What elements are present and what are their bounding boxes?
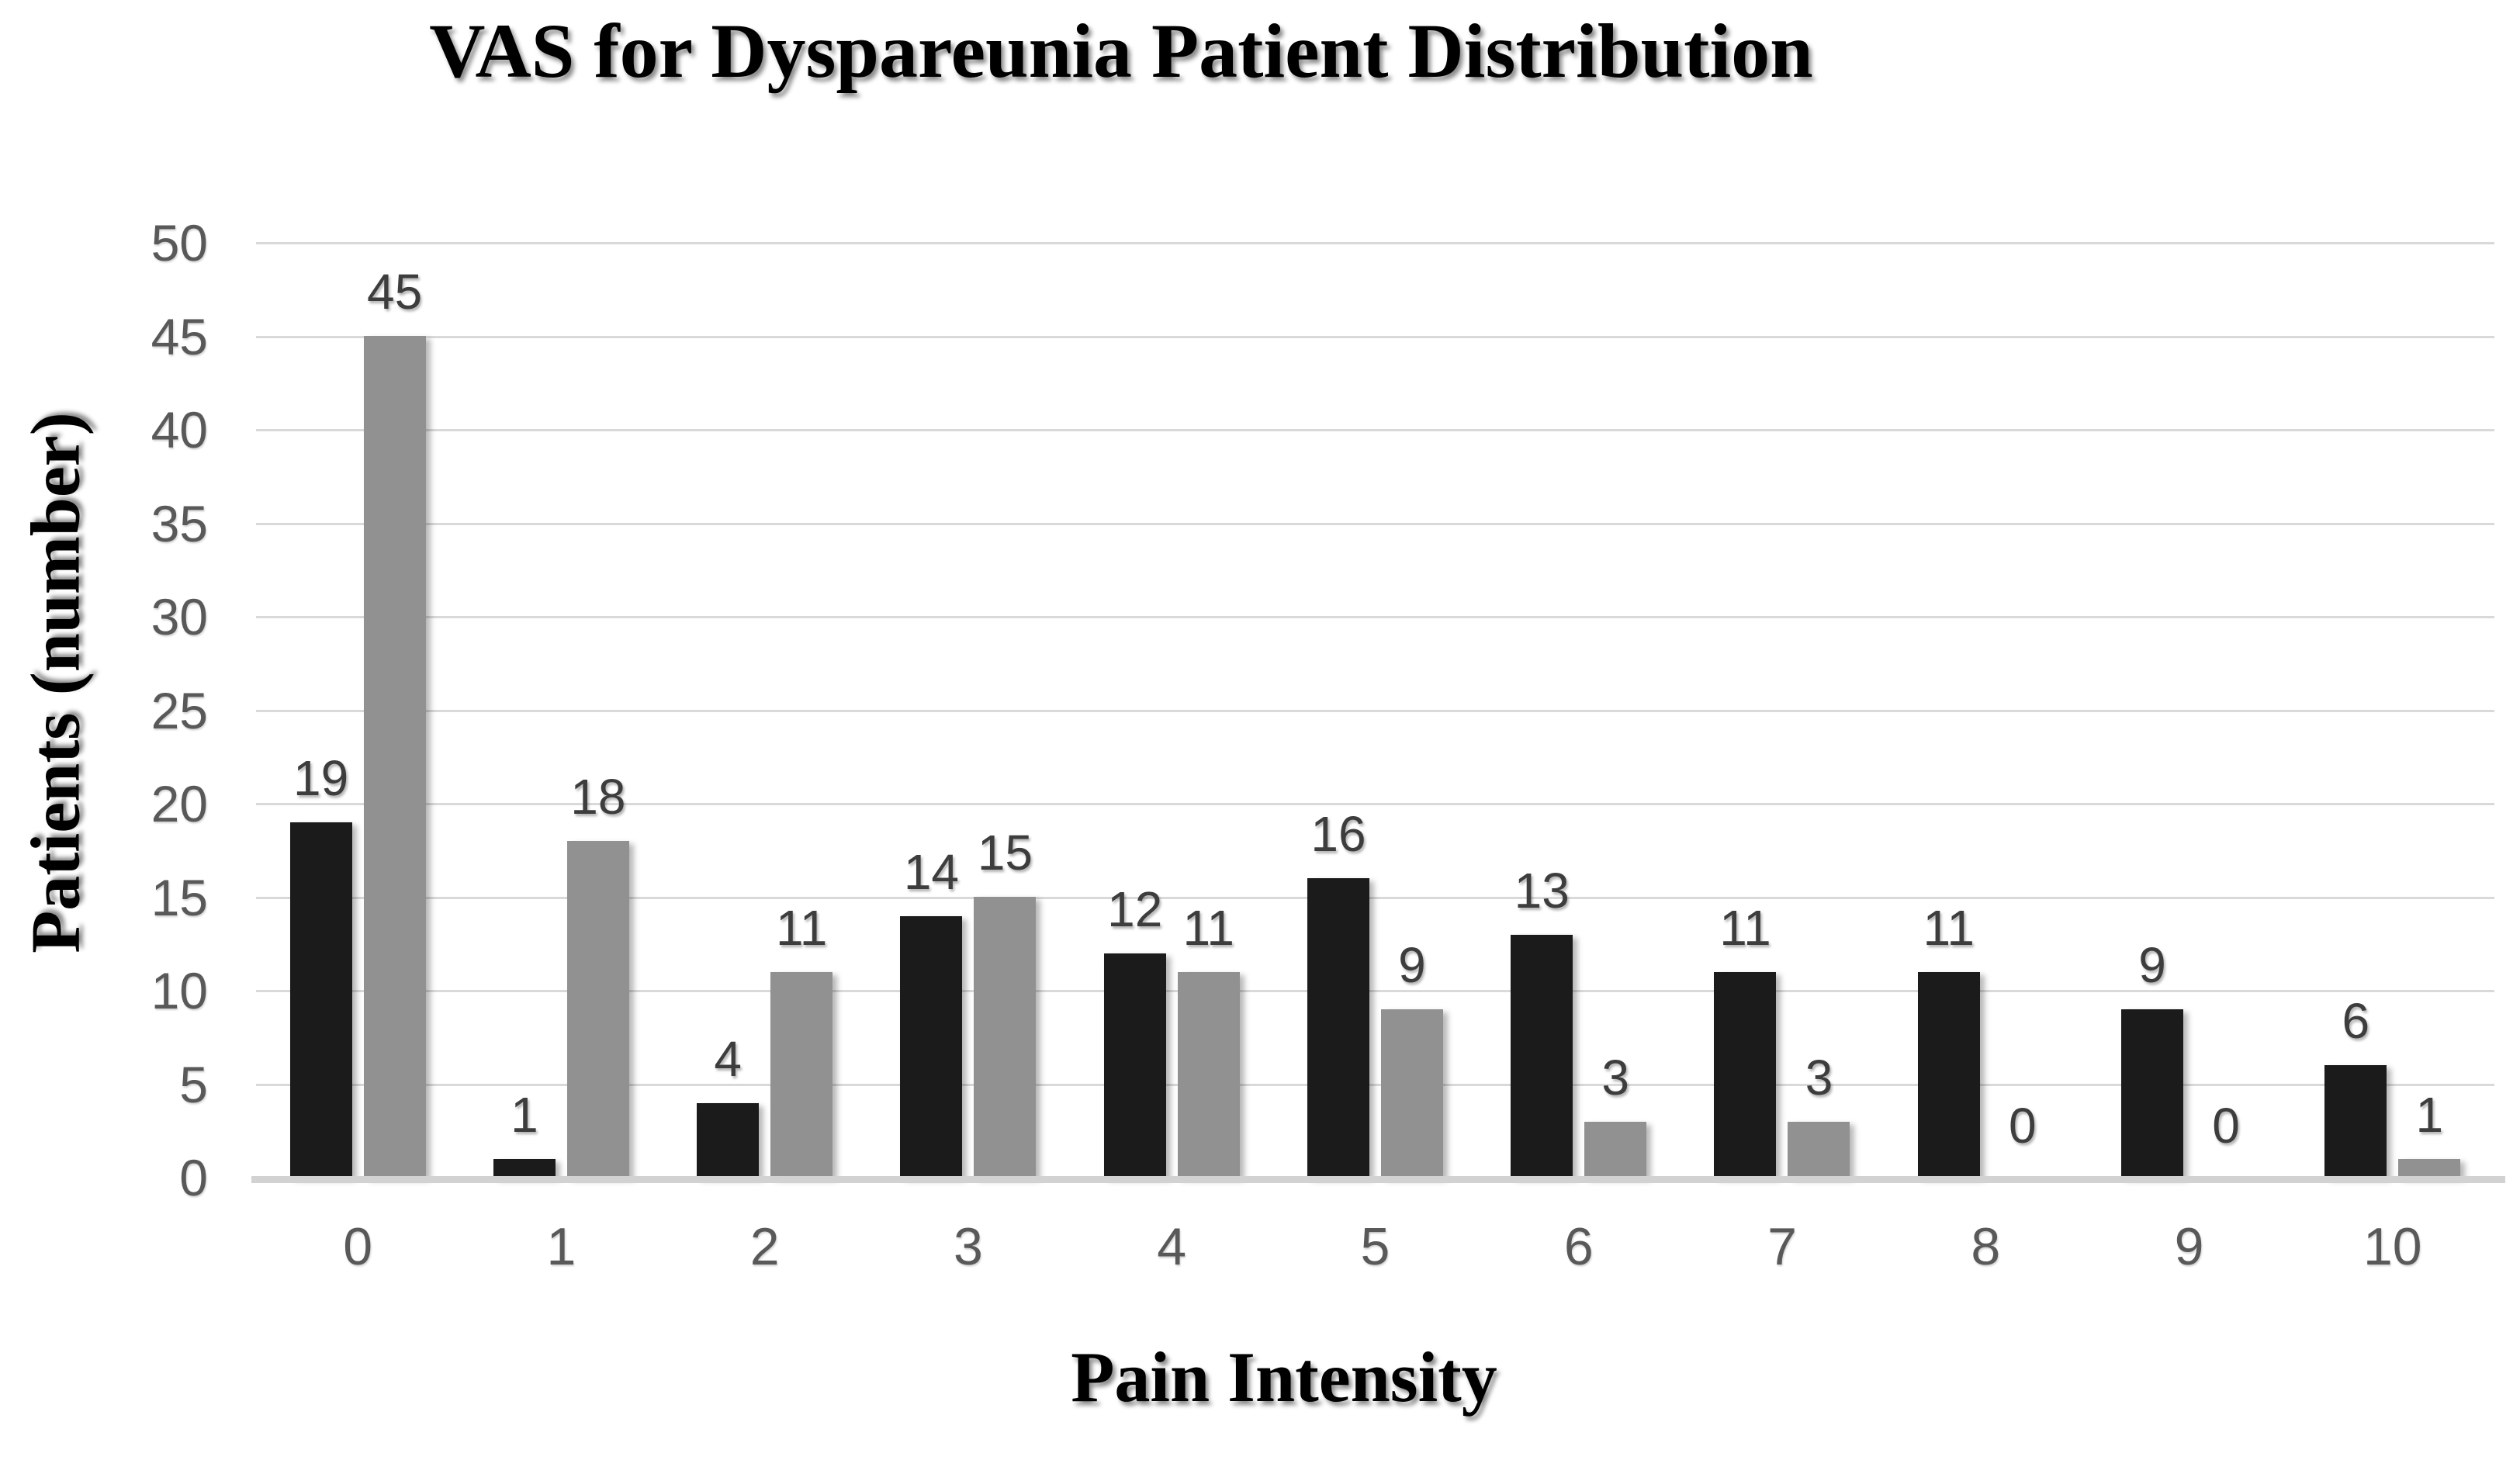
gray-series-bar: [974, 897, 1037, 1178]
bar-value-label: 12: [1107, 881, 1163, 937]
y-tick-label: 30: [151, 588, 208, 645]
bar-value-label: 3: [1601, 1050, 1630, 1105]
gray-series-bar: [566, 841, 629, 1178]
bar-value-label: 11: [1182, 900, 1234, 956]
black-series-bar: [2324, 1065, 2387, 1178]
x-tick-label: 4: [1157, 1217, 1187, 1276]
gridline: [256, 429, 2494, 431]
bar-value-label: 9: [2138, 937, 2166, 993]
y-tick-label: 25: [151, 681, 208, 739]
bar-value-label: 15: [977, 825, 1033, 881]
bar-value-label: 14: [903, 844, 960, 900]
x-tick-label: 7: [1767, 1217, 1797, 1276]
bar-group: 1 18: [459, 243, 663, 1178]
y-tick-label: 10: [151, 962, 208, 1019]
bar-value-label: 9: [1398, 937, 1426, 993]
bar-value-label: 1: [2415, 1087, 2444, 1143]
gridline: [256, 335, 2494, 338]
bar-group: 13 3: [1477, 243, 1681, 1178]
gridline: [256, 896, 2494, 899]
x-axis-line: [251, 1176, 2505, 1183]
bar-value-label: 13: [1514, 863, 1570, 919]
gray-series-bar: [2398, 1159, 2461, 1178]
black-series-bar: [1714, 972, 1777, 1178]
gray-series-bar: [1380, 1009, 1443, 1178]
y-tick-label: 40: [151, 401, 208, 458]
bar-value-label: 4: [714, 1031, 742, 1087]
x-tick-label: 0: [343, 1217, 373, 1276]
gray-series-bar: [1177, 972, 1240, 1178]
black-series-bar: [493, 1159, 556, 1178]
gridline: [256, 803, 2494, 805]
x-tick-label: 8: [1971, 1217, 2001, 1276]
x-tick-label: 2: [749, 1217, 780, 1276]
black-series-bar: [1307, 878, 1369, 1178]
bar-value-label: 3: [1805, 1050, 1833, 1105]
gray-series-bar: [363, 336, 426, 1178]
bar-value-label: 0: [2212, 1098, 2240, 1154]
gray-series-bar: [1584, 1122, 1647, 1178]
bar-value-label: 11: [1719, 900, 1771, 956]
x-tick-label: 3: [954, 1217, 983, 1276]
bar-value-label: 1: [511, 1087, 538, 1143]
bar-value-label: 45: [367, 264, 423, 320]
x-tick-label: 9: [2174, 1217, 2204, 1276]
gridline: [256, 709, 2494, 712]
plot-area: 19 45 1 18 4 11 14 15 12 11 16 9 13 3 11 3 11 0 9 0 6 1: [251, 242, 2505, 1183]
bar-value-label: 19: [293, 750, 349, 806]
gridline: [256, 242, 2494, 244]
black-series-bar: [1103, 953, 1166, 1178]
bars-layer: 19 45 1 18 4 11 14 15 12 11 16 9 13 3 11 3 11 0 9 0 6 1: [256, 243, 2494, 1178]
black-series-bar: [1917, 972, 1980, 1178]
y-tick-label: 45: [151, 307, 208, 365]
bar-group: 12 11: [1070, 243, 1273, 1178]
black-series-bar: [289, 822, 352, 1178]
x-axis-tick-labels: 0 1 2 3 4 5 6 7 8 9 10: [256, 1216, 2494, 1277]
x-tick-label: 1: [546, 1217, 576, 1276]
y-tick-label: 0: [179, 1149, 208, 1206]
bar-value-label: 6: [2342, 993, 2370, 1049]
bar-group: 14 15: [867, 243, 1070, 1178]
gridline: [256, 1083, 2494, 1086]
bar-value-label: 0: [2008, 1098, 2037, 1154]
bar-group: 16 9: [1273, 243, 1476, 1178]
y-tick-label: 15: [151, 868, 208, 926]
bar-group: 4 11: [663, 243, 867, 1178]
y-tick-label: 35: [151, 494, 208, 552]
x-axis-title: Pain Intensity: [1071, 1337, 1497, 1417]
black-series-bar: [2121, 1009, 2184, 1178]
x-tick-label: 10: [2362, 1217, 2422, 1276]
black-series-bar: [1511, 935, 1573, 1178]
y-tick-label: 20: [151, 775, 208, 832]
bar-group: 19 45: [256, 243, 459, 1178]
x-tick-label: 6: [1563, 1217, 1594, 1276]
black-series-bar: [900, 916, 963, 1178]
bar-value-label: 18: [570, 769, 626, 825]
bar-group: 11 0: [1884, 243, 2087, 1178]
gridline: [256, 616, 2494, 618]
chart-title: VAS for Dyspareunia Patient Distribution: [429, 8, 1813, 94]
y-tick-label: 50: [151, 214, 208, 272]
bar-value-label: 11: [775, 900, 828, 956]
gridline: [256, 522, 2494, 525]
bar-value-label: 16: [1310, 806, 1366, 862]
bar-value-label: 11: [1923, 900, 1975, 956]
gray-series-bar: [770, 972, 833, 1178]
bar-group: 11 3: [1681, 243, 1884, 1178]
y-tick-label: 5: [179, 1055, 208, 1113]
gridline: [256, 990, 2494, 992]
gray-series-bar: [1788, 1122, 1850, 1178]
black-series-bar: [697, 1103, 760, 1178]
x-tick-label: 5: [1360, 1217, 1390, 1276]
